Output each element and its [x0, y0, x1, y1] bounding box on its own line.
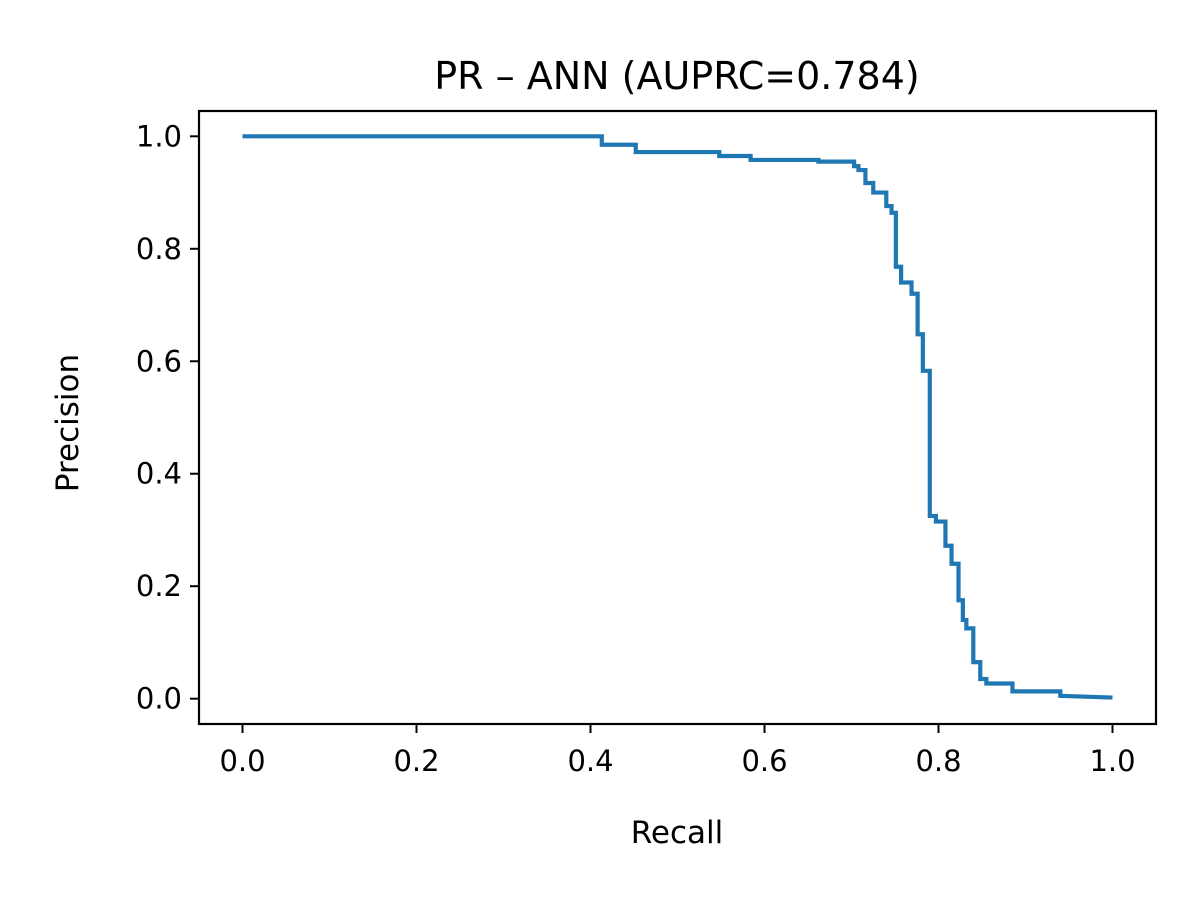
x-axis-label: Recall: [631, 815, 724, 851]
pr-curve-line: [242, 134, 1113, 700]
x-tick-label: 0.2: [393, 744, 439, 778]
x-tick-label: 0.4: [567, 744, 613, 778]
y-tick-label: 0.2: [136, 569, 182, 603]
y-tick-label: 1.0: [136, 119, 182, 153]
y-axis-label: Precision: [50, 354, 86, 492]
y-tick-label: 0.8: [136, 232, 182, 266]
plot-frame: [197, 109, 1158, 726]
y-tick-label: 0.4: [136, 457, 182, 491]
y-tick-label: 0.0: [136, 682, 182, 716]
chart-title: PR – ANN (AUPRC=0.784): [434, 54, 919, 98]
x-tick-label: 0.8: [915, 744, 961, 778]
x-tick-label: 1.0: [1089, 744, 1135, 778]
x-axis: 0.0 0.2 0.4 0.6 0.8 1.0: [219, 724, 1136, 778]
y-axis: 0.0 0.2 0.4 0.6 0.8 1.0: [136, 119, 199, 716]
y-tick-label: 0.6: [136, 344, 182, 378]
x-tick-label: 0.6: [741, 744, 787, 778]
plot-area: [197, 109, 1158, 726]
x-tick-label: 0.0: [219, 744, 265, 778]
